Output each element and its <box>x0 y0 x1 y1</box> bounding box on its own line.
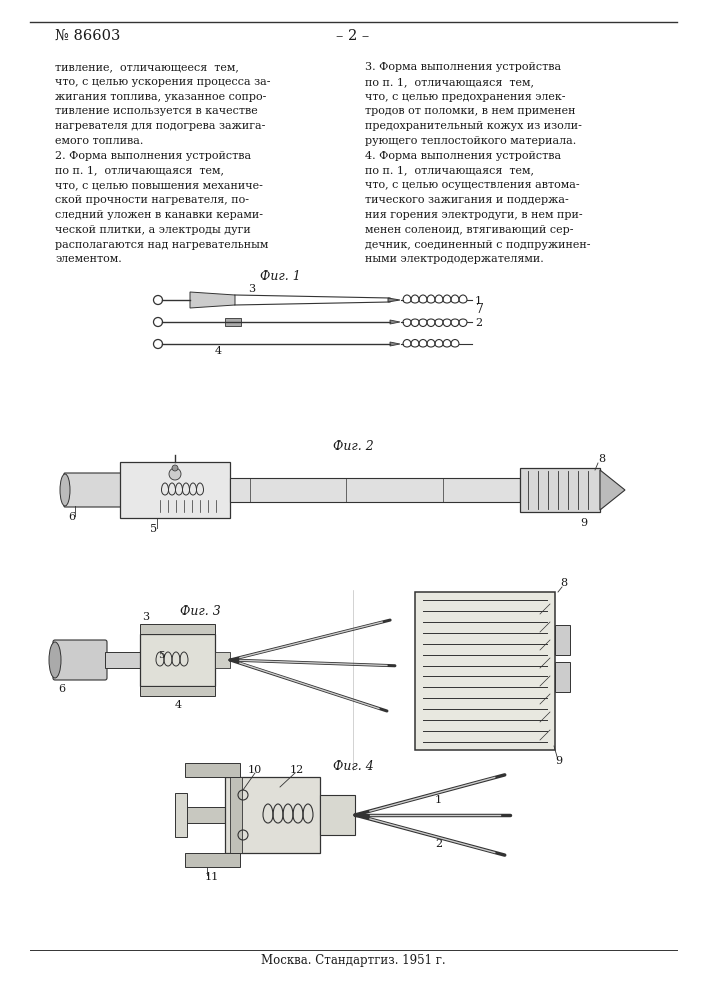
Text: 8: 8 <box>560 578 567 588</box>
Bar <box>140 624 215 634</box>
Text: 2: 2 <box>475 318 482 328</box>
Text: 1: 1 <box>435 795 442 805</box>
Bar <box>520 468 600 512</box>
Ellipse shape <box>60 474 70 506</box>
Text: Фиг. 2: Фиг. 2 <box>332 440 373 453</box>
Text: 9: 9 <box>580 518 587 528</box>
Bar <box>140 686 215 696</box>
Bar <box>225 318 241 326</box>
Text: Фиг. 4: Фиг. 4 <box>332 760 373 773</box>
Bar <box>555 662 570 692</box>
Text: что, с целью повышения механиче-: что, с целью повышения механиче- <box>55 180 263 190</box>
Text: элементом.: элементом. <box>55 254 122 264</box>
Text: тивление,  отличающееся  тем,: тивление, отличающееся тем, <box>55 62 239 72</box>
Text: 4: 4 <box>175 700 182 710</box>
Bar <box>215 652 230 668</box>
Text: 5: 5 <box>150 524 157 534</box>
Text: № 86603: № 86603 <box>55 29 120 43</box>
FancyBboxPatch shape <box>53 640 107 680</box>
Polygon shape <box>190 292 235 308</box>
Text: емого топлива.: емого топлива. <box>55 136 144 146</box>
Text: по п. 1,  отличающаяся  тем,: по п. 1, отличающаяся тем, <box>365 77 534 87</box>
Text: тродов от поломки, в нем применен: тродов от поломки, в нем применен <box>365 106 575 116</box>
Text: 12: 12 <box>290 765 304 775</box>
Bar <box>555 625 570 655</box>
Text: 3: 3 <box>248 284 255 294</box>
Bar <box>140 634 215 686</box>
Circle shape <box>169 468 181 480</box>
Ellipse shape <box>49 642 61 678</box>
Bar <box>185 807 225 823</box>
Bar <box>175 793 187 837</box>
Text: 8: 8 <box>598 454 605 464</box>
Bar <box>230 777 242 853</box>
Text: 10: 10 <box>248 765 262 775</box>
Text: что, с целью предохранения элек-: что, с целью предохранения элек- <box>365 92 566 102</box>
Circle shape <box>172 465 178 471</box>
Text: 6: 6 <box>58 684 65 694</box>
Text: ской прочности нагревателя, по-: ской прочности нагревателя, по- <box>55 195 249 205</box>
Text: ческой плитки, а электроды дуги: ческой плитки, а электроды дуги <box>55 225 251 235</box>
Text: дечник, соединенный с подпружинен-: дечник, соединенный с подпружинен- <box>365 240 590 250</box>
Bar <box>320 795 355 835</box>
Text: 9: 9 <box>555 756 562 766</box>
Text: ния горения электродуги, в нем при-: ния горения электродуги, в нем при- <box>365 210 583 220</box>
Text: 3: 3 <box>142 612 149 622</box>
Text: жигания топлива, указанное сопро-: жигания топлива, указанное сопро- <box>55 92 267 102</box>
Text: 2: 2 <box>435 839 442 849</box>
Text: 4: 4 <box>215 346 222 356</box>
Bar <box>105 652 140 668</box>
Text: тического зажигания и поддержа-: тического зажигания и поддержа- <box>365 195 568 205</box>
Bar <box>230 478 520 502</box>
Text: Фиг. 3: Фиг. 3 <box>180 605 221 618</box>
Text: 5: 5 <box>158 651 165 660</box>
Polygon shape <box>388 298 400 302</box>
FancyBboxPatch shape <box>64 473 121 507</box>
Text: по п. 1,  отличающаяся  тем,: по п. 1, отличающаяся тем, <box>365 166 534 176</box>
Polygon shape <box>600 470 625 510</box>
Text: предохранительный кожух из изоли-: предохранительный кожух из изоли- <box>365 121 582 131</box>
Text: что, с целью осуществления автома-: что, с целью осуществления автома- <box>365 180 580 190</box>
Text: тивление используется в качестве: тивление используется в качестве <box>55 106 258 116</box>
Text: по п. 1,  отличающаяся  тем,: по п. 1, отличающаяся тем, <box>55 166 224 176</box>
Text: 7: 7 <box>476 303 484 316</box>
Bar <box>415 592 555 750</box>
Text: 2. Форма выполнения устройства: 2. Форма выполнения устройства <box>55 151 251 161</box>
Text: следний уложен в канавки керами-: следний уложен в канавки керами- <box>55 210 263 220</box>
Bar <box>185 853 240 867</box>
Text: 11: 11 <box>205 872 219 882</box>
Text: 4. Форма выполнения устройства: 4. Форма выполнения устройства <box>365 151 561 161</box>
Bar <box>120 462 230 518</box>
Text: 1: 1 <box>475 296 482 306</box>
Text: 6: 6 <box>68 512 75 522</box>
Polygon shape <box>390 320 400 324</box>
Text: что, с целью ускорения процесса за-: что, с целью ускорения процесса за- <box>55 77 271 87</box>
Text: рующего теплостойкого материала.: рующего теплостойкого материала. <box>365 136 576 146</box>
Text: нагревателя для подогрева зажига-: нагревателя для подогрева зажига- <box>55 121 265 131</box>
Text: – 2 –: – 2 – <box>337 29 370 43</box>
Text: Фиг. 1: Фиг. 1 <box>259 270 300 283</box>
Text: 3. Форма выполнения устройства: 3. Форма выполнения устройства <box>365 62 561 72</box>
Polygon shape <box>390 342 400 346</box>
Text: менен соленоид, втягивающий сер-: менен соленоид, втягивающий сер- <box>365 225 573 235</box>
Text: располагаются над нагревательным: располагаются над нагревательным <box>55 240 269 250</box>
Text: Москва. Стандартгиз. 1951 г.: Москва. Стандартгиз. 1951 г. <box>261 954 445 967</box>
Bar <box>185 763 240 777</box>
Text: ными электрододержателями.: ными электрододержателями. <box>365 254 544 264</box>
Bar <box>225 777 320 853</box>
